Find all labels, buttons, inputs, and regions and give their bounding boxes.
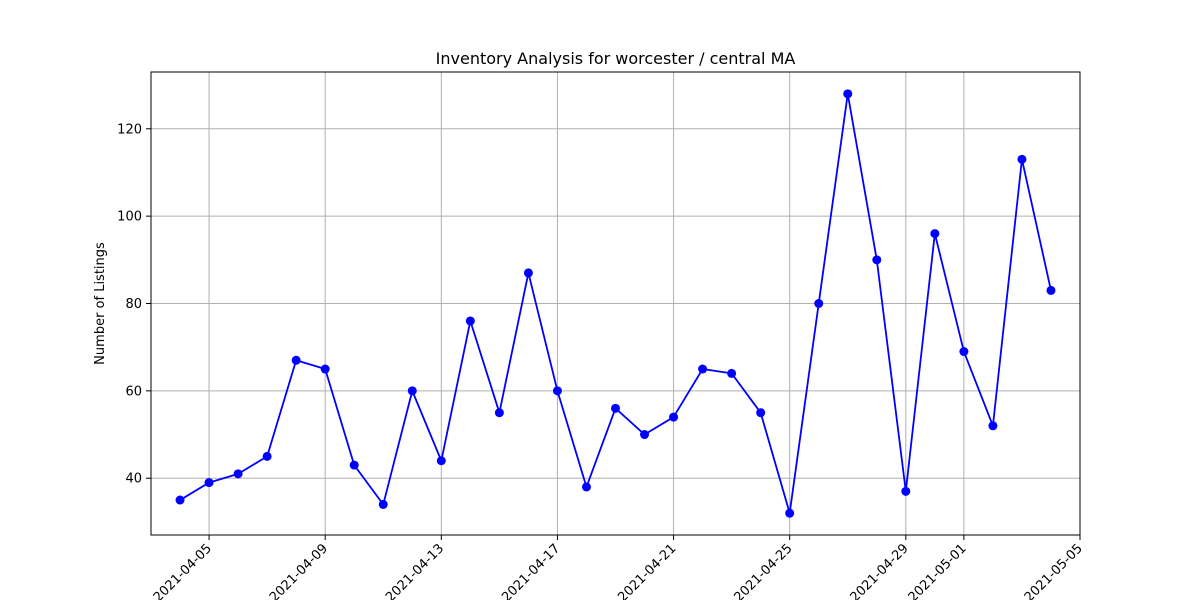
data-point	[175, 495, 185, 505]
data-point	[378, 499, 388, 509]
y-tick-label: 40	[125, 472, 142, 487]
data-point	[843, 89, 853, 99]
data-point	[814, 299, 824, 308]
data-point	[785, 508, 795, 518]
series-layer	[175, 89, 1056, 518]
chart-title: Inventory Analysis for worcester / centr…	[436, 49, 796, 68]
data-point	[291, 355, 301, 365]
data-point	[756, 408, 766, 418]
data-point	[523, 268, 533, 278]
y-tick-label: 100	[117, 210, 142, 225]
data-point	[698, 364, 708, 374]
data-point	[407, 386, 417, 396]
y-axis-label: Number of Listings	[93, 242, 108, 365]
data-point	[959, 347, 969, 357]
data-point	[611, 403, 620, 413]
data-point	[465, 316, 475, 326]
data-point	[581, 482, 591, 492]
data-point	[1046, 285, 1056, 295]
data-point	[930, 229, 940, 239]
data-point	[494, 408, 504, 418]
data-point	[204, 478, 214, 488]
data-point	[1017, 154, 1027, 164]
data-point	[262, 451, 272, 461]
data-point	[640, 430, 650, 440]
data-point	[552, 386, 562, 396]
data-point	[349, 460, 359, 470]
data-point	[901, 486, 911, 496]
y-tick-label: 60	[125, 384, 142, 399]
data-point	[669, 412, 679, 422]
y-tick-label: 80	[125, 297, 142, 312]
data-point	[320, 364, 330, 374]
data-point	[233, 469, 243, 479]
data-point	[727, 368, 737, 378]
data-point	[872, 255, 882, 265]
y-tick-label: 120	[117, 122, 142, 137]
data-point	[988, 421, 998, 431]
data-point	[436, 456, 446, 466]
